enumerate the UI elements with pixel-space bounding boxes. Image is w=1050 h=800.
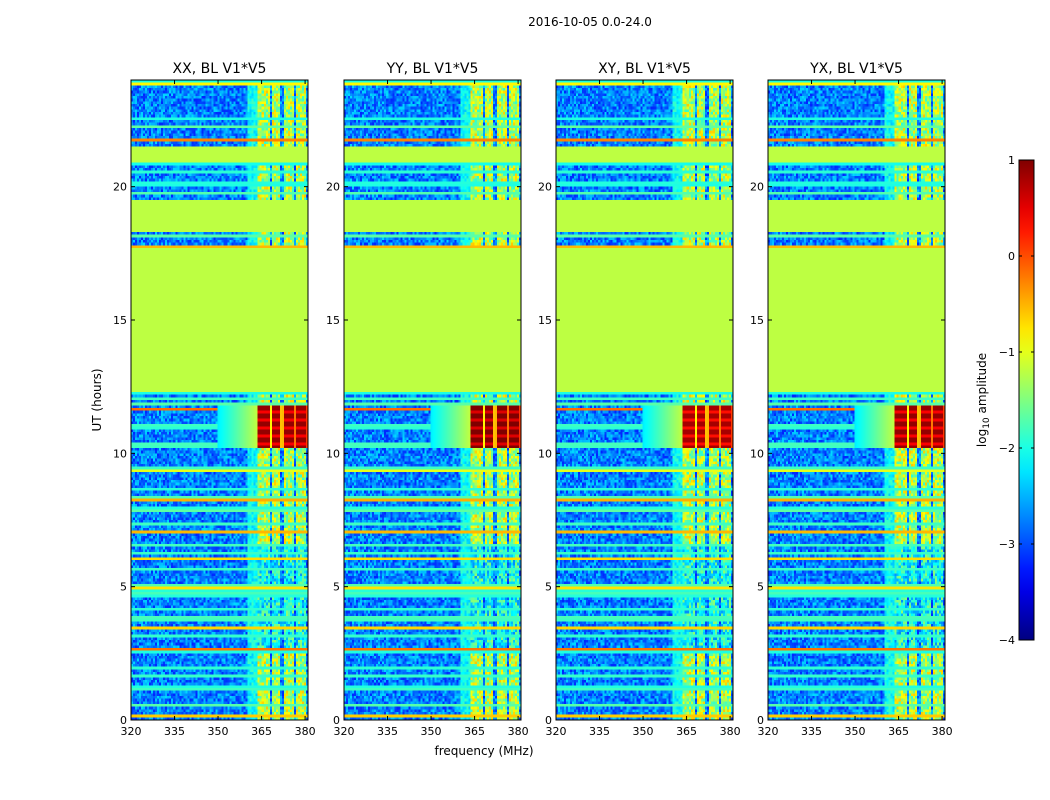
y-tick-label: 20 bbox=[538, 181, 552, 194]
heatmap-image bbox=[768, 80, 945, 720]
x-tick-label: 335 bbox=[377, 725, 398, 738]
x-tick-label: 350 bbox=[208, 725, 229, 738]
panel-title: YX, BL V1*V5 bbox=[809, 61, 903, 77]
x-tick-label: 320 bbox=[546, 725, 567, 738]
figure-suptitle: 2016-10-05 0.0-24.0 bbox=[528, 15, 652, 29]
colorbar-label: log10 amplitude bbox=[975, 353, 992, 447]
y-tick-label: 15 bbox=[113, 314, 127, 327]
axes-frame bbox=[343, 79, 522, 721]
y-tick-label: 5 bbox=[120, 581, 127, 594]
axes-frame bbox=[555, 79, 734, 721]
y-tick-label: 10 bbox=[750, 447, 764, 460]
y-tick-label: 10 bbox=[113, 447, 127, 460]
panel-1: XX, BL V1*V5 320 335 350 365 380 0 5 10 15 20 bbox=[113, 61, 316, 738]
y-tick-label: 15 bbox=[538, 314, 552, 327]
y-tick-label: 0 bbox=[757, 714, 764, 727]
y-tick-label: 20 bbox=[750, 181, 764, 194]
colorbar-tick-label: 0 bbox=[1008, 250, 1015, 263]
colorbar-label-rest: amplitude bbox=[975, 353, 989, 417]
colorbar-gradient bbox=[1018, 159, 1035, 641]
y-tick-label: 0 bbox=[333, 714, 340, 727]
x-tick-label: 365 bbox=[464, 725, 485, 738]
y-tick-label: 5 bbox=[333, 581, 340, 594]
x-tick-label: 335 bbox=[801, 725, 822, 738]
colorbar-tick-label: −4 bbox=[999, 634, 1015, 647]
y-tick-label: 20 bbox=[326, 181, 340, 194]
y-tick-label: 5 bbox=[545, 581, 552, 594]
x-tick-label: 335 bbox=[589, 725, 610, 738]
heatmap-image bbox=[131, 80, 308, 720]
heatmap-image bbox=[344, 80, 521, 720]
x-tick-label: 320 bbox=[334, 725, 355, 738]
x-tick-label: 350 bbox=[845, 725, 866, 738]
x-tick-label: 350 bbox=[633, 725, 654, 738]
panel-title: XY, BL V1*V5 bbox=[598, 61, 691, 77]
x-axis-label: frequency (MHz) bbox=[434, 744, 533, 758]
colorbar-tick-label: 1 bbox=[1008, 154, 1015, 167]
colorbar-label-sub: 10 bbox=[982, 417, 992, 429]
panel-4: YX, BL V1*V5 320 335 350 365 380 0 5 10 15 20 bbox=[750, 61, 953, 738]
panel-3: XY, BL V1*V5 320 335 350 365 380 0 5 10 15 20 bbox=[538, 61, 741, 738]
heatmap-image bbox=[556, 80, 733, 720]
x-tick-label: 335 bbox=[164, 725, 185, 738]
colorbar-label-base: log bbox=[975, 429, 989, 447]
x-tick-label: 350 bbox=[421, 725, 442, 738]
x-tick-label: 380 bbox=[932, 725, 953, 738]
axes-frame bbox=[767, 79, 946, 721]
colorbar-tick-label: −3 bbox=[999, 538, 1015, 551]
panel-title: XX, BL V1*V5 bbox=[173, 61, 267, 77]
y-tick-label: 10 bbox=[538, 447, 552, 460]
x-tick-label: 320 bbox=[758, 725, 779, 738]
colorbar-tick-label: −1 bbox=[999, 346, 1015, 359]
y-tick-label: 5 bbox=[757, 581, 764, 594]
y-tick-label: 0 bbox=[120, 714, 127, 727]
y-axis-label: UT (hours) bbox=[90, 368, 104, 431]
y-tick-label: 20 bbox=[113, 181, 127, 194]
panel-title: YY, BL V1*V5 bbox=[386, 61, 479, 77]
y-tick-label: 10 bbox=[326, 447, 340, 460]
y-tick-label: 15 bbox=[326, 314, 340, 327]
x-tick-label: 320 bbox=[121, 725, 142, 738]
x-tick-label: 380 bbox=[295, 725, 316, 738]
colorbar-tick-label: −2 bbox=[999, 442, 1015, 455]
x-tick-label: 365 bbox=[888, 725, 909, 738]
x-tick-label: 365 bbox=[251, 725, 272, 738]
x-tick-label: 365 bbox=[676, 725, 697, 738]
y-tick-label: 0 bbox=[545, 714, 552, 727]
x-tick-label: 380 bbox=[720, 725, 741, 738]
x-tick-label: 380 bbox=[508, 725, 529, 738]
y-tick-label: 15 bbox=[750, 314, 764, 327]
axes-frame bbox=[130, 79, 309, 721]
panel-2: YY, BL V1*V5 320 335 350 365 380 0 5 10 15 20 bbox=[326, 61, 529, 738]
